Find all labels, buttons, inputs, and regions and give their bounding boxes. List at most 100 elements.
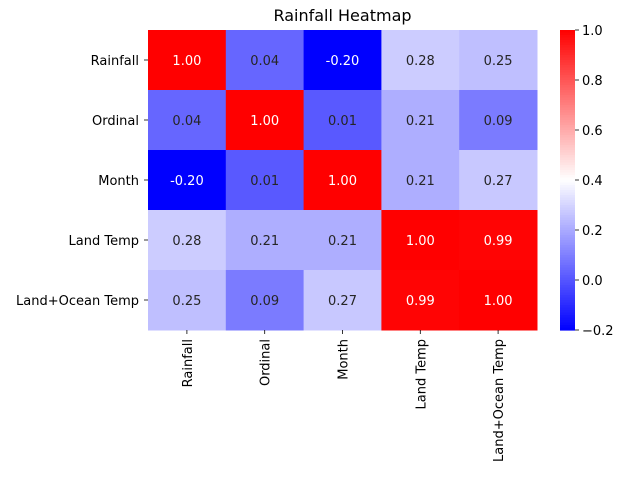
column-label: Land Temp [414,339,429,409]
colorbar-segment [560,50,575,54]
colorbar-segment [560,277,575,281]
colorbar-segment [560,195,575,199]
colorbar-tick-label: 0.4 [582,174,603,189]
colorbar-segment [560,177,575,181]
colorbar-segment [560,227,575,231]
heatmap-cell [148,30,227,91]
cell-value-label: 0.21 [328,234,357,249]
cell-value-label: 0.21 [406,114,435,129]
colorbar-segment [560,97,575,101]
colorbar-segment [560,70,575,74]
heatmap-cell [225,150,305,211]
heatmap-cell [459,30,538,91]
colorbar-segment [560,225,575,229]
colorbar-segment [560,105,575,109]
colorbar-segment [560,217,575,221]
colorbar-segment [560,37,575,41]
colorbar-segment [560,170,575,174]
column-label: Land+Ocean Temp [492,339,507,462]
colorbar-segment [560,185,575,189]
row-label: Land Temp [69,234,139,249]
cell-value-label: 0.01 [328,114,357,129]
heatmap-cell [225,30,305,91]
colorbar-segment [560,275,575,279]
cell-value-label: 0.21 [406,174,435,189]
colorbar-segment [560,55,575,59]
colorbar-segment [560,140,575,144]
colorbar-segment [560,157,575,161]
column-label: Rainfall [181,339,196,387]
colorbar-segment [560,132,575,136]
colorbar-segment [560,102,575,106]
colorbar-segment [560,35,575,39]
colorbar-segment [560,152,575,156]
row-labels: Rainfall Ordinal Month Land Temp Land+Ocean … [16,54,148,309]
colorbar-segment [560,120,575,124]
colorbar-tick-label: 0.8 [582,74,603,89]
colorbar-segment [560,270,575,274]
cell-value-label: -0.20 [170,174,204,189]
colorbar-segment [560,187,575,191]
cell-value-label: 1.00 [328,174,357,189]
heatmap-cell [303,210,382,271]
colorbar-segment [560,135,575,139]
colorbar-segment [560,165,575,169]
colorbar-segment [560,57,575,61]
colorbar-segment [560,180,575,184]
colorbar-tick-label: −0.2 [582,324,614,339]
heatmap-cell [459,90,538,151]
colorbar-segment [560,200,575,204]
colorbar-segment [560,142,575,146]
heatmap-cell [381,270,460,331]
heatmap-cell [225,270,305,331]
cell-value-label: 1.00 [406,234,435,249]
colorbar-segment [560,302,575,306]
heatmap-cell [303,90,382,151]
heatmap-cell [148,150,227,211]
cell-value-label: 0.28 [172,234,201,249]
colorbar-segment [560,60,575,64]
colorbar-segment [560,215,575,219]
colorbar-segment [560,240,575,244]
colorbar-segment [560,112,575,116]
colorbar-segment [560,320,575,324]
colorbar-segment [560,125,575,129]
colorbar-segment [560,235,575,239]
row-label: Rainfall [91,54,139,69]
colorbar-segment [560,82,575,86]
colorbar-segment [560,260,575,264]
cell-value-label: 0.21 [250,234,279,249]
chart-title: Rainfall Heatmap [273,6,411,25]
colorbar-segment [560,130,575,134]
colorbar-segment [560,312,575,316]
colorbar-segment [560,115,575,119]
cell-value-label: 0.27 [328,294,357,309]
heatmap-cell [459,150,538,211]
heatmap-cell [225,90,305,151]
colorbar-segment [560,40,575,44]
colorbar-segment [560,87,575,91]
heatmap-cell [381,150,460,211]
heatmap-cell [148,90,227,151]
heatmap-cell [459,210,538,271]
colorbar-segment [560,255,575,259]
colorbar: −0.2 0.0 0.2 0.4 0.6 0.8 1.0 [560,24,614,339]
colorbar-segment [560,252,575,256]
cell-value-label: 0.09 [250,294,279,309]
colorbar-segment [560,250,575,254]
colorbar-segment [560,297,575,301]
cell-value-label: 0.27 [484,174,513,189]
colorbar-segment [560,237,575,241]
colorbar-segment [560,265,575,269]
colorbar-segment [560,45,575,49]
colorbar-segment [560,272,575,276]
cell-value-label: 0.25 [484,54,513,69]
heatmap-cell [148,270,227,331]
colorbar-segment [560,262,575,266]
colorbar-segment [560,175,575,179]
colorbar-segment [560,327,575,331]
colorbar-segment [560,232,575,236]
colorbar-segment [560,222,575,226]
colorbar-segment [560,90,575,94]
